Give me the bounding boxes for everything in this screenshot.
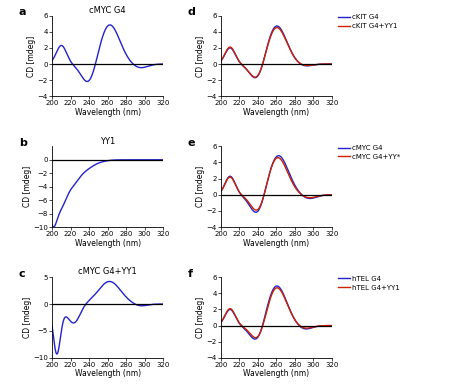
Text: b: b	[19, 138, 27, 148]
X-axis label: Wavelength (nm): Wavelength (nm)	[74, 370, 141, 378]
Text: e: e	[188, 138, 195, 148]
X-axis label: Wavelength (nm): Wavelength (nm)	[243, 370, 310, 378]
Text: f: f	[188, 269, 192, 279]
Text: d: d	[188, 7, 195, 18]
Y-axis label: CD [mdeg]: CD [mdeg]	[196, 297, 205, 338]
Y-axis label: CD [mdeg]: CD [mdeg]	[23, 297, 32, 338]
X-axis label: Wavelength (nm): Wavelength (nm)	[243, 238, 310, 248]
Title: YY1: YY1	[100, 137, 115, 145]
Y-axis label: CD [mdeg]: CD [mdeg]	[27, 35, 36, 77]
Text: c: c	[19, 269, 26, 279]
X-axis label: Wavelength (nm): Wavelength (nm)	[74, 238, 141, 248]
Title: cMYC G4: cMYC G4	[89, 6, 126, 15]
Y-axis label: CD [mdeg]: CD [mdeg]	[196, 166, 205, 207]
Y-axis label: CD [mdeg]: CD [mdeg]	[196, 35, 205, 77]
Legend: hTEL G4, hTEL G4+YY1: hTEL G4, hTEL G4+YY1	[335, 273, 403, 293]
Text: a: a	[19, 7, 27, 18]
Legend: cMYC G4, cMYC G4+YY*: cMYC G4, cMYC G4+YY*	[335, 142, 403, 163]
Legend: cKIT G4, cKIT G4+YY1: cKIT G4, cKIT G4+YY1	[335, 12, 401, 32]
X-axis label: Wavelength (nm): Wavelength (nm)	[243, 108, 310, 117]
X-axis label: Wavelength (nm): Wavelength (nm)	[74, 108, 141, 117]
Y-axis label: CD [mdeg]: CD [mdeg]	[23, 166, 32, 207]
Title: cMYC G4+YY1: cMYC G4+YY1	[78, 267, 137, 276]
